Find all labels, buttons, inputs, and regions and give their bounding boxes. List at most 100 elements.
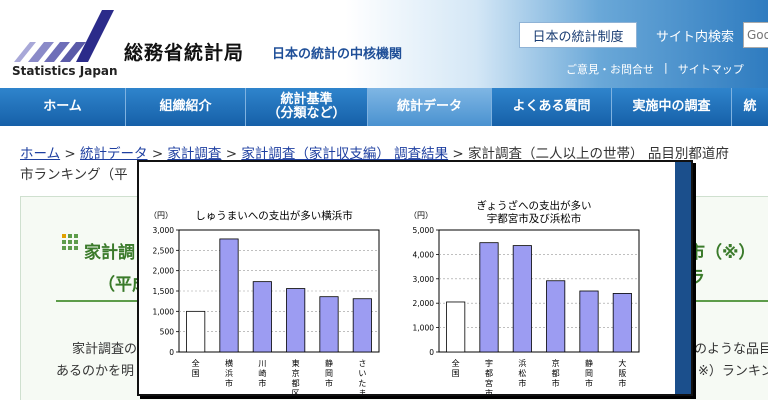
grid-bullet-icon <box>62 234 78 250</box>
nav-more[interactable]: 統 <box>732 88 768 126</box>
bar-宇都宮市 <box>479 242 499 353</box>
chart-canvas: しゅうまいへの支出が多い横浜市 （円） 0 500 1,000 1,500 2,000 2,5… <box>149 199 640 394</box>
chart-title: ぎょうざへの支出が多い <box>477 199 592 212</box>
bar-全国 <box>446 301 466 353</box>
x-tick-label: 市 <box>225 378 233 388</box>
intro-text-line1: 家計調査の <box>72 342 138 357</box>
bar-京都市 <box>546 280 566 353</box>
x-tick-label: 浜 <box>518 358 526 368</box>
breadcrumb-current: 家計調査（二人以上の世帯） 品目別都道府 <box>468 146 729 162</box>
x-tick-label: 全 <box>192 358 200 368</box>
nav-faq[interactable]: よくある質問 <box>492 88 612 126</box>
x-tick-label: 静 <box>585 358 593 368</box>
bar-川崎市 <box>252 281 272 353</box>
x-tick-label: 浜 <box>225 368 233 378</box>
nav-home[interactable]: ホーム <box>0 88 126 126</box>
x-tick-label: 都 <box>485 369 493 378</box>
x-tick-label: 市 <box>585 378 593 388</box>
x-tick-label: 大 <box>618 358 626 368</box>
intro-text-right1: のような品目 <box>694 342 768 357</box>
y-tick-label: 3,000 <box>153 226 175 235</box>
site-header: Statistics Japan 総務省統計局 日本の統計の中核機関 日本の統計… <box>0 0 768 88</box>
x-tick-label: 市 <box>618 378 626 388</box>
breadcrumb-household-survey[interactable]: 家計調査 <box>167 146 222 162</box>
x-tick-label: ま <box>358 389 366 394</box>
bar-東京都区部 <box>286 288 306 353</box>
page-heading: 家計調 <box>84 243 135 263</box>
x-tick-label: 松 <box>518 368 526 378</box>
global-nav: ホーム 組織紹介 統計基準 （分類など） 統計データ よくある質問 実施中の調査… <box>0 88 768 126</box>
statistics-japan-logo-icon[interactable] <box>10 8 120 80</box>
bar-大阪市 <box>612 293 632 353</box>
y-tick-label: 1,000 <box>153 307 175 316</box>
x-tick-label: 京 <box>292 368 300 378</box>
page-heading-line2: （平成 <box>98 275 149 295</box>
bar-浜松市 <box>512 245 532 353</box>
x-tick-label: 京 <box>552 358 560 368</box>
y-axis-label: （円） <box>409 211 433 220</box>
intro-text-right2: ※）ランキン <box>698 364 768 379</box>
popup-scrollbar[interactable] <box>675 162 691 394</box>
site-search-input[interactable] <box>743 22 768 48</box>
x-tick-label: 川 <box>258 359 266 368</box>
x-tick-label: 静 <box>325 358 333 368</box>
breadcrumb-home[interactable]: ホーム <box>20 146 61 162</box>
y-tick-label: 2,000 <box>413 299 435 308</box>
bar-さいたま市 <box>352 298 372 353</box>
chart-title: 宇都宮市及び浜松市 <box>487 212 582 225</box>
x-tick-label: 区 <box>292 389 300 394</box>
nav-organization[interactable]: 組織紹介 <box>126 88 246 126</box>
nav-current-surveys[interactable]: 実施中の調査 <box>612 88 732 126</box>
y-tick-label: 4,000 <box>413 250 435 259</box>
nav-statistics-data[interactable]: 統計データ <box>368 88 492 126</box>
x-tick-label: 国 <box>452 369 460 378</box>
y-tick-label: 1,000 <box>413 324 435 333</box>
x-tick-label: 全 <box>452 358 460 368</box>
statistics-system-button[interactable]: 日本の統計制度 <box>519 22 637 48</box>
sitemap-link[interactable]: サイトマップ <box>677 63 744 76</box>
x-tick-label: 岡 <box>585 369 593 378</box>
x-tick-label: 市 <box>258 378 266 388</box>
x-tick-label: 市 <box>485 388 493 394</box>
x-tick-label: 横 <box>225 358 233 368</box>
nav-standards[interactable]: 統計基準 （分類など） <box>246 88 368 126</box>
x-tick-label: 都 <box>552 369 560 378</box>
x-tick-label: 阪 <box>618 369 626 378</box>
chart-popup[interactable]: しゅうまいへの支出が多い横浜市 （円） 0 500 1,000 1,500 2,000 2,5… <box>137 160 693 396</box>
y-tick-label: 1,500 <box>153 287 175 296</box>
site-title[interactable]: 総務省統計局 <box>124 42 245 64</box>
page-heading-right: 市（※）ラ <box>688 243 756 288</box>
bar-全国 <box>186 310 206 353</box>
x-tick-label: 国 <box>192 369 200 378</box>
bar-静岡市 <box>319 296 339 353</box>
x-tick-label: 市 <box>325 378 333 388</box>
site-search-label: サイト内検索 <box>656 30 735 45</box>
x-tick-label: 岡 <box>325 369 333 378</box>
y-tick-label: 0 <box>169 348 174 357</box>
x-tick-label: た <box>358 379 366 388</box>
plot-area <box>438 229 640 353</box>
y-tick-label: 3,000 <box>413 275 435 284</box>
x-tick-label: 東 <box>292 358 300 368</box>
y-tick-label: 500 <box>160 328 175 337</box>
site-tagline: 日本の統計の中核機関 <box>272 47 403 62</box>
y-tick-label: 5,000 <box>413 226 435 235</box>
breadcrumb-statistics-data[interactable]: 統計データ <box>80 146 148 162</box>
x-tick-label: 宮 <box>485 378 493 388</box>
breadcrumb-survey-results[interactable]: 家計調査（家計収支編） 調査結果 <box>241 146 449 162</box>
org-name-en: Statistics Japan <box>12 64 118 78</box>
bar-静岡市 <box>579 290 599 353</box>
breadcrumb: ホーム > 統計データ > 家計調査 > 家計調査（家計収支編） 調査結果 > … <box>20 146 729 162</box>
breadcrumb-current-continued: 市ランキング（平 <box>20 167 128 183</box>
x-tick-label: 市 <box>552 378 560 388</box>
contact-link[interactable]: ご意見・お問合せ <box>566 63 654 76</box>
bar-横浜市 <box>219 238 239 353</box>
x-tick-label: 崎 <box>258 368 266 378</box>
y-tick-label: 2,000 <box>153 267 175 276</box>
y-axis-label: （円） <box>149 211 173 220</box>
link-separator: | <box>664 61 668 74</box>
x-tick-label: 宇 <box>485 358 493 368</box>
x-tick-label: 都 <box>292 379 300 388</box>
chart-title: しゅうまいへの支出が多い横浜市 <box>195 209 353 222</box>
